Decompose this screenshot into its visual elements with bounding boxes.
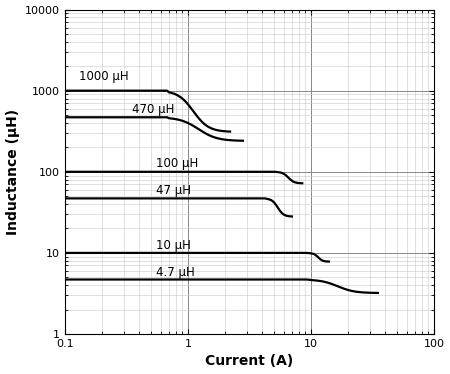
Text: 470 μH: 470 μH bbox=[132, 103, 174, 116]
X-axis label: Current (A): Current (A) bbox=[205, 355, 293, 368]
Text: 4.7 μH: 4.7 μH bbox=[156, 266, 195, 279]
Text: 100 μH: 100 μH bbox=[156, 157, 198, 169]
Text: 47 μH: 47 μH bbox=[156, 184, 191, 197]
Y-axis label: Inductance (μH): Inductance (μH) bbox=[5, 109, 19, 235]
Text: 1000 μH: 1000 μH bbox=[79, 70, 129, 83]
Text: 10 μH: 10 μH bbox=[156, 239, 191, 252]
